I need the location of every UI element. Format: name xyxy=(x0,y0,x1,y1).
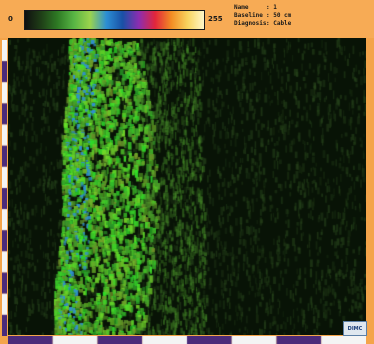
info-row-diagnosis: Diagnosis : Cable xyxy=(234,20,326,28)
scale-max-label: 255 xyxy=(208,15,223,23)
info-value: : Cable xyxy=(266,20,292,27)
ultrasound-image xyxy=(8,38,366,335)
info-label: Name xyxy=(234,4,249,11)
info-row-name: Name : 1 xyxy=(234,4,326,12)
info-label: Baseline xyxy=(234,12,263,19)
depth-ruler xyxy=(2,40,7,336)
scale-min-label: 0 xyxy=(8,15,13,23)
info-value: : 50 cm xyxy=(266,12,292,19)
logo-badge: DIMC xyxy=(343,321,367,336)
header-bar: 0 255 Name : 1 Baseline : 50 cm Diagnosi… xyxy=(0,0,374,38)
color-scale-bar xyxy=(24,10,205,30)
info-row-baseline: Baseline : 50 cm xyxy=(234,12,326,20)
info-panel: Name : 1 Baseline : 50 cm Diagnosis : Ca… xyxy=(234,4,326,28)
info-value: : 1 xyxy=(266,4,277,11)
bottom-ruler xyxy=(8,336,366,344)
info-label: Diagnosis xyxy=(234,20,267,27)
